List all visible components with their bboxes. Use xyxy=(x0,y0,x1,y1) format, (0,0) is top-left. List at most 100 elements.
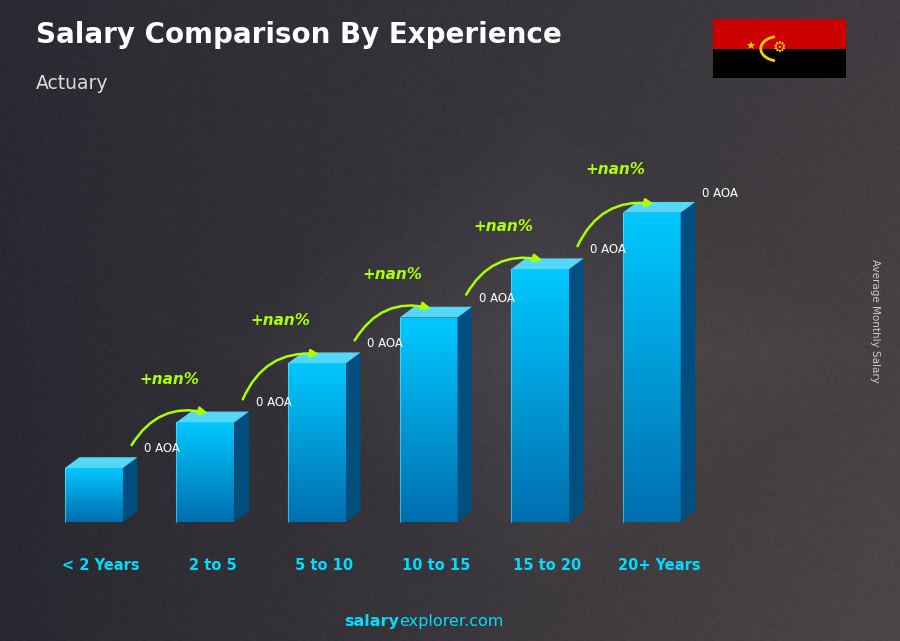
Bar xyxy=(623,383,680,388)
Bar xyxy=(288,369,346,371)
Bar xyxy=(176,424,235,426)
Bar xyxy=(623,228,680,233)
Bar xyxy=(623,233,680,238)
Bar xyxy=(288,453,346,456)
Bar xyxy=(623,429,680,434)
Bar xyxy=(288,477,346,479)
Bar xyxy=(65,492,123,493)
Bar xyxy=(65,479,123,481)
Bar xyxy=(623,223,680,228)
Bar xyxy=(623,486,680,491)
Bar xyxy=(511,412,569,417)
Bar xyxy=(623,449,680,454)
Bar xyxy=(400,341,457,345)
Bar xyxy=(511,299,569,303)
Bar xyxy=(511,315,569,320)
Bar xyxy=(65,483,123,484)
Bar xyxy=(65,501,123,502)
Bar xyxy=(511,273,569,278)
Bar xyxy=(400,403,457,406)
Bar xyxy=(400,444,457,447)
Bar xyxy=(65,495,123,497)
Bar xyxy=(176,432,235,434)
Bar xyxy=(623,362,680,367)
Bar xyxy=(511,438,569,442)
Bar xyxy=(176,457,235,459)
Bar xyxy=(288,411,346,413)
Bar xyxy=(623,439,680,444)
Bar xyxy=(65,484,123,485)
Bar xyxy=(176,503,235,505)
Bar xyxy=(176,474,235,476)
Bar xyxy=(65,513,123,515)
Bar xyxy=(511,341,569,345)
Bar xyxy=(511,366,569,370)
Bar xyxy=(623,393,680,398)
Bar xyxy=(65,520,123,522)
Bar xyxy=(176,455,235,457)
Text: 20+ Years: 20+ Years xyxy=(617,558,700,573)
Bar xyxy=(511,282,569,286)
Bar xyxy=(623,300,680,305)
Bar xyxy=(400,328,457,331)
Bar xyxy=(65,494,123,495)
Bar xyxy=(400,437,457,440)
Bar xyxy=(511,370,569,374)
Bar xyxy=(400,460,457,464)
Bar xyxy=(65,475,123,476)
Bar xyxy=(288,379,346,381)
Bar xyxy=(623,419,680,424)
Bar xyxy=(400,467,457,470)
Text: 0 AOA: 0 AOA xyxy=(144,442,180,455)
Bar xyxy=(176,499,235,500)
Bar xyxy=(176,465,235,467)
Bar xyxy=(623,357,680,362)
Text: salary: salary xyxy=(344,615,399,629)
Bar xyxy=(288,416,346,419)
Text: ★: ★ xyxy=(745,42,755,53)
Bar xyxy=(623,403,680,408)
Bar xyxy=(511,332,569,337)
Bar xyxy=(176,477,235,479)
Bar xyxy=(400,494,457,498)
Bar xyxy=(400,447,457,450)
Bar xyxy=(713,19,846,49)
Bar xyxy=(65,490,123,491)
Bar xyxy=(511,324,569,328)
Bar xyxy=(400,358,457,362)
Bar xyxy=(400,413,457,416)
Bar xyxy=(511,307,569,312)
Bar xyxy=(176,463,235,465)
Bar xyxy=(288,440,346,442)
Bar xyxy=(623,285,680,290)
Bar xyxy=(511,492,569,496)
Bar xyxy=(288,421,346,424)
Bar xyxy=(176,434,235,435)
Bar xyxy=(400,470,457,474)
Text: 0 AOA: 0 AOA xyxy=(590,243,626,256)
Bar xyxy=(176,460,235,462)
Bar xyxy=(511,467,569,471)
Bar xyxy=(511,290,569,294)
Bar xyxy=(176,482,235,483)
Bar xyxy=(400,324,457,328)
Bar xyxy=(511,420,569,425)
Bar xyxy=(65,517,123,518)
Bar xyxy=(288,374,346,376)
Bar xyxy=(288,498,346,501)
Bar xyxy=(623,321,680,326)
Bar xyxy=(623,408,680,413)
Bar xyxy=(176,497,235,499)
Bar xyxy=(511,286,569,290)
Bar xyxy=(400,512,457,515)
Bar xyxy=(288,400,346,403)
Bar xyxy=(400,454,457,457)
Bar xyxy=(176,485,235,487)
Bar xyxy=(176,479,235,480)
Bar xyxy=(176,502,235,503)
Bar xyxy=(288,451,346,453)
Bar xyxy=(176,507,235,508)
Bar xyxy=(623,465,680,470)
Bar xyxy=(623,290,680,295)
Bar xyxy=(623,398,680,403)
